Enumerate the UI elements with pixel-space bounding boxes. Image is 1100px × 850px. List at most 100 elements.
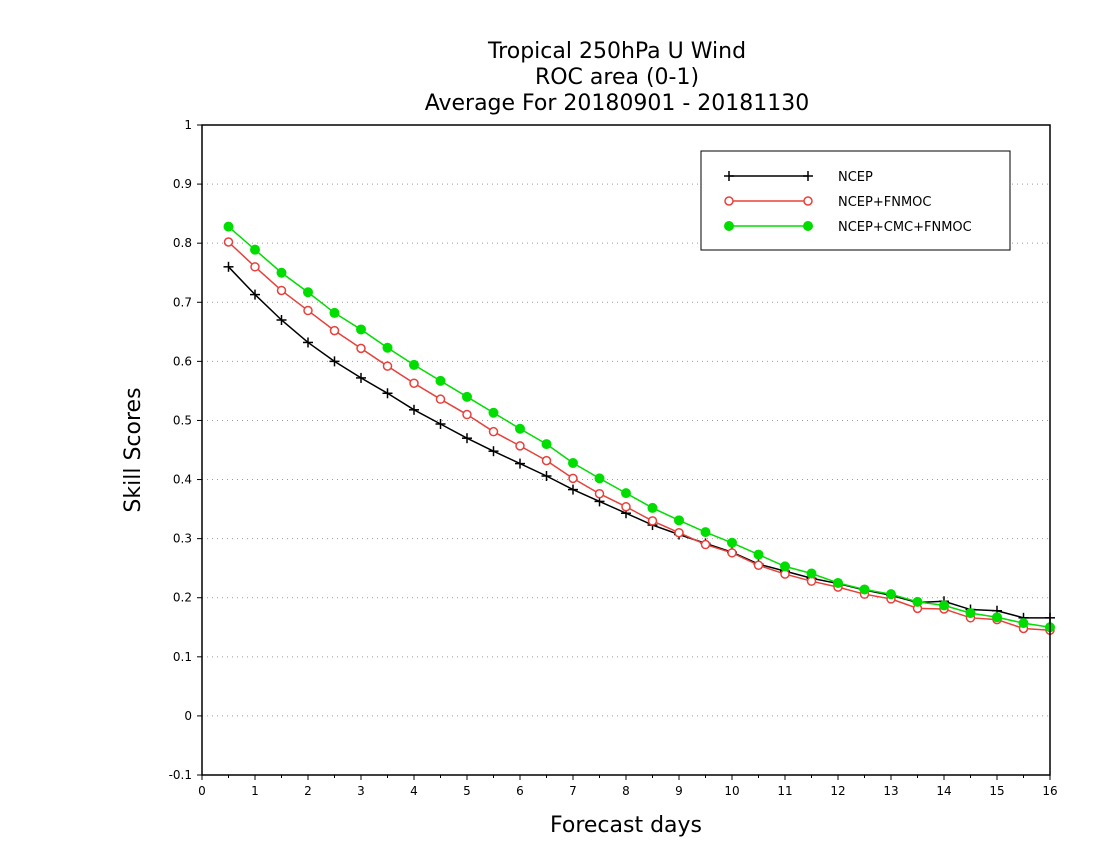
data-point [276,267,287,278]
title-line: ROC area (0-1) [535,65,699,90]
legend-label: NCEP [838,170,873,185]
y-tick-label: 1 [184,118,192,132]
data-point [568,484,578,495]
x-tick-label: 14 [936,784,951,798]
data-point [329,356,340,367]
legend-marker [803,221,813,231]
x-tick-label: 15 [989,784,1004,798]
data-point [568,458,578,468]
data-point [435,375,446,386]
data-point [647,516,658,526]
data-point [488,426,499,437]
legend-label: NCEP+CMC+FNMOC [838,220,972,235]
data-point [594,488,605,499]
data-point [859,584,870,595]
title-line: Tropical 250hPa U Wind [487,39,746,64]
data-point [382,342,393,353]
data-point [515,458,525,469]
legend-marker [724,171,734,181]
data-point [223,261,234,272]
x-tick-label: 3 [357,784,365,798]
series-group [223,221,1055,635]
data-point [541,471,552,481]
data-point [250,244,260,255]
data-point [965,608,976,619]
x-tick-label: 1 [251,784,259,798]
data-point [303,305,313,316]
y-axis-label: Skill Scores [121,387,146,512]
data-point [621,488,631,499]
data-point [462,409,472,420]
data-point [647,502,658,513]
y-tick-label: 0.9 [173,177,192,191]
data-point [462,433,472,444]
plot-frame [201,124,1051,776]
data-point [1018,618,1029,629]
data-point [223,221,234,232]
data-point [356,372,366,383]
data-point [488,407,499,418]
x-tick-label: 12 [830,784,845,798]
data-point [727,537,737,548]
data-point [462,391,472,402]
y-tick-label: 0.5 [173,413,192,427]
legend-label: NCEP+FNMOC [838,195,931,210]
x-tick-label: 0 [198,784,206,798]
y-tick-label: 0.7 [173,295,192,309]
legend-marker [803,196,813,206]
x-tick-label: 10 [724,784,739,798]
data-point [753,560,764,570]
data-point [382,361,393,371]
data-point [727,548,737,558]
x-tick-label: 5 [463,784,471,798]
series-line [228,226,1051,629]
legend: NCEP NCEP+FNMOC NCEP+CMC+FNMOC [700,150,1011,251]
y-tick-label: 0 [184,709,192,723]
data-point [515,423,525,434]
x-tick-label: 7 [569,784,577,798]
x-tick-label: 13 [883,784,898,798]
data-point [303,287,313,298]
data-point [276,315,287,325]
data-point [594,473,605,484]
series-ncep [223,261,1055,623]
data-point [992,612,1002,623]
data-point [356,343,366,354]
x-tick-label: 8 [622,784,630,798]
data-point [303,337,313,348]
series-line [227,241,1051,631]
data-point [700,539,711,550]
x-tick-label: 9 [675,784,683,798]
data-point [541,455,552,466]
data-point [223,237,234,247]
data-point [356,324,366,335]
y-tick-label: 0.6 [173,354,192,368]
data-point [329,307,340,318]
x-tick-label: 16 [1042,784,1057,798]
y-tick-label: 0.3 [173,532,192,546]
data-point [568,473,578,484]
grid-lines [202,183,1050,717]
data-point [435,419,446,429]
axis-ticks: -0.100.10.20.30.40.50.60.70.80.910 1 2 3 4 5 6… [169,118,1058,798]
series-line [227,266,1050,619]
data-point [329,325,340,336]
data-point [621,501,631,512]
data-point [435,394,446,404]
data-point [780,561,790,572]
data-point [912,596,923,607]
data-point [250,289,260,300]
series-ncep-fnmoc [223,237,1055,635]
y-tick-label: 0.2 [173,591,192,605]
x-tick-label: 2 [304,784,312,798]
title-line: Average For 20180901 - 20181130 [425,91,810,116]
y-tick-label: 0.8 [173,236,192,250]
x-axis-label: Forecast days [550,813,702,838]
data-point [674,515,684,526]
data-point [515,441,525,451]
data-point [700,527,711,538]
data-point [250,262,260,272]
y-tick-label: 0.1 [173,650,192,664]
